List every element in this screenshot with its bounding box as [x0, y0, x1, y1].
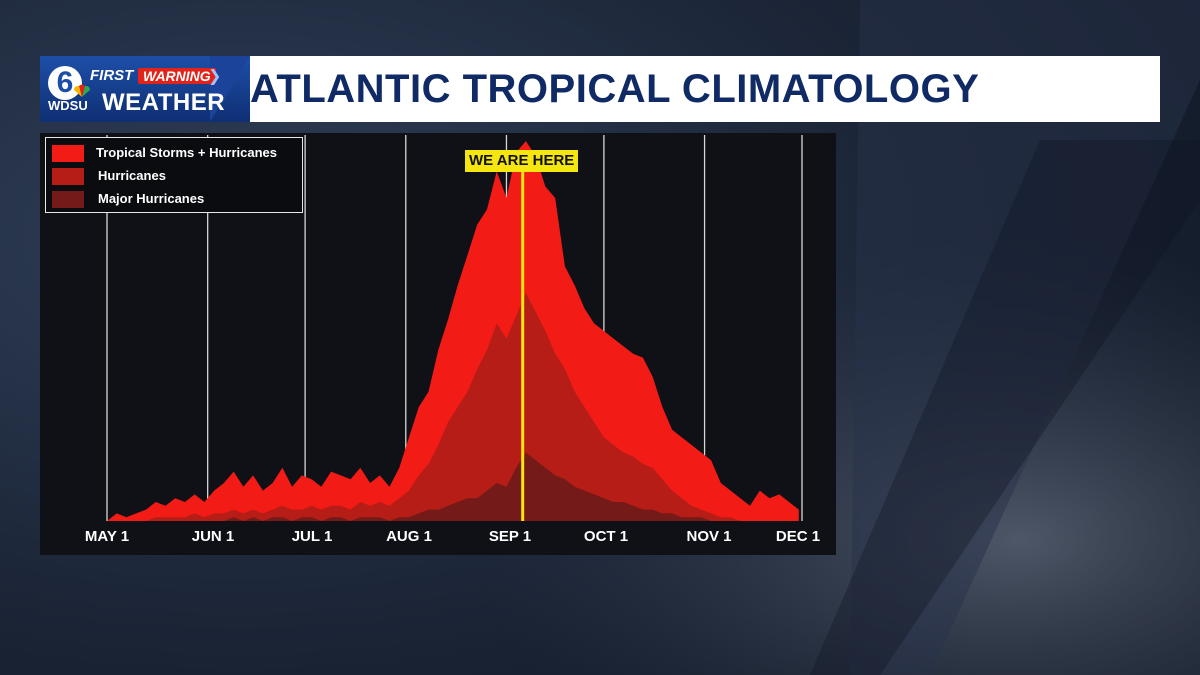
area-series-2 — [107, 452, 799, 521]
x-tick-label: MAY 1 — [84, 528, 130, 545]
logo-weather-text: WEATHER — [102, 89, 226, 116]
chevron-right-icon: ❯ — [208, 68, 222, 85]
logo-warning-badge: WARNING — [138, 68, 216, 84]
legend-swatch-major — [52, 191, 84, 208]
channel-number-logo: 6 — [48, 66, 82, 100]
x-tick-label: NOV 1 — [686, 528, 732, 545]
chart-panel: Tropical Storms + Hurricanes Hurricanes … — [40, 133, 836, 555]
peacock-icon — [73, 84, 91, 97]
logo-slant-shape — [210, 56, 250, 122]
header-banner: 6 FIRST WARNING ❯ WDSU WEATHER ATLANTIC … — [40, 56, 1160, 122]
legend-label-major: Major Hurricanes — [98, 191, 205, 206]
legend-label-tropical: Tropical Storms + Hurricanes — [96, 145, 277, 160]
chart-legend: Tropical Storms + Hurricanes Hurricanes … — [45, 137, 303, 213]
area-series-1 — [107, 293, 799, 521]
logo-first-text: FIRST — [90, 67, 134, 84]
legend-swatch-hurricanes — [52, 168, 84, 185]
area-series-0 — [107, 141, 799, 521]
x-tick-label: JUL 1 — [291, 528, 333, 545]
x-tick-label: OCT 1 — [583, 528, 629, 545]
climatology-chart — [106, 135, 803, 521]
legend-label-hurricanes: Hurricanes — [98, 168, 166, 183]
x-tick-label: DEC 1 — [775, 528, 821, 545]
logo-station-text: WDSU — [48, 98, 88, 113]
legend-swatch-tropical — [52, 145, 84, 162]
page-title: ATLANTIC TROPICAL CLIMATOLOGY — [250, 67, 980, 111]
x-tick-label: AUG 1 — [386, 528, 432, 545]
we-are-here-label: WE ARE HERE — [465, 150, 579, 172]
x-tick-label: SEP 1 — [488, 528, 532, 545]
x-tick-label: JUN 1 — [191, 528, 235, 545]
